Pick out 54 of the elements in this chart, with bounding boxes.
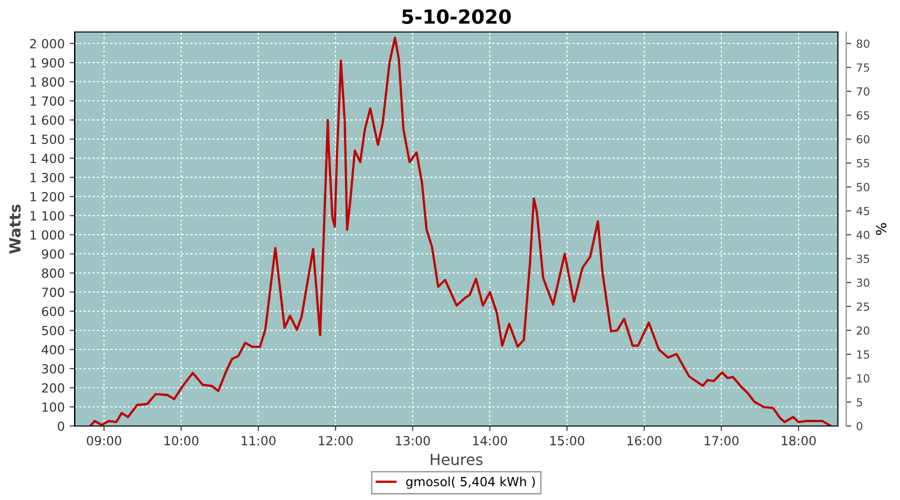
- y2-tick-label: 80: [856, 39, 870, 48]
- y2-tick-label: 50: [856, 182, 870, 192]
- x-tick-label: 14:00: [473, 436, 508, 446]
- y2-tick-label: 45: [856, 206, 870, 216]
- y2-tick-label: 30: [856, 278, 870, 287]
- y2-tick-label: 60: [856, 135, 870, 144]
- legend-label: gmosol( 5,404 kWh ): [406, 476, 535, 489]
- x-tick-label: 15:00: [550, 436, 584, 446]
- x-tick-label: 13:00: [396, 436, 430, 446]
- y-tick-label: 1 200: [30, 192, 64, 202]
- y-tick-label: 400: [42, 344, 64, 354]
- y-tick-label: 700: [42, 288, 64, 298]
- y2-tick-label: 75: [856, 64, 870, 72]
- x-tick-label: 12:00: [318, 436, 353, 446]
- y-tick-label: 200: [42, 383, 64, 393]
- y-tick-label: 900: [42, 249, 64, 259]
- y2-tick-label: 55: [856, 159, 870, 168]
- y-axis-title: Watts: [9, 204, 21, 254]
- y-tick-label: 1 600: [30, 115, 64, 125]
- y-tick-label: 1 300: [30, 172, 64, 182]
- y-tick-label: 0: [58, 421, 64, 431]
- y2-tick-label: 40: [856, 230, 870, 240]
- y-tick-label: 1 800: [30, 77, 64, 87]
- y2-tick-label: 0: [856, 422, 862, 430]
- chart-title: 5-10-2020: [402, 9, 511, 24]
- y2-tick-label: 25: [856, 302, 870, 311]
- y2-tick-label: 5: [856, 398, 862, 406]
- y2-tick-label: 70: [856, 87, 870, 96]
- x-tick-label: 16:00: [628, 436, 662, 446]
- x-tick-label: 18:00: [782, 436, 816, 446]
- y-tick-label: 1 100: [30, 211, 64, 221]
- y-tick-label: 600: [42, 306, 64, 316]
- y-tick-label: 1 000: [30, 230, 64, 240]
- line-series: [89, 36, 832, 426]
- x-tick-label: 10:00: [164, 436, 198, 446]
- y-tick-label: 100: [42, 402, 64, 412]
- y2-tick-label: 35: [856, 254, 870, 264]
- y-tick-label: 300: [42, 364, 64, 374]
- y2-tick-label: 10: [857, 374, 870, 383]
- y-tick-label: 1 900: [30, 58, 64, 68]
- x-tick-label: 17:00: [704, 436, 739, 446]
- y-tick-label: 1 700: [30, 96, 64, 106]
- x-tick-label: 11:00: [242, 436, 276, 446]
- x-tick-label: 09:00: [86, 436, 122, 446]
- y2-tick-label: 20: [856, 326, 870, 335]
- y-tick-label: 2 000: [30, 38, 64, 48]
- y-tick-label: 800: [42, 268, 64, 278]
- y2-tick-label: 15: [857, 350, 870, 359]
- y-tick-label: 1 400: [30, 154, 64, 164]
- y2-axis-title: %: [876, 223, 886, 235]
- x-axis-title: Heures: [430, 454, 482, 466]
- y-tick-label: 1 500: [30, 134, 64, 144]
- y-tick-label: 500: [42, 326, 64, 336]
- y2-tick-label: 65: [856, 111, 870, 120]
